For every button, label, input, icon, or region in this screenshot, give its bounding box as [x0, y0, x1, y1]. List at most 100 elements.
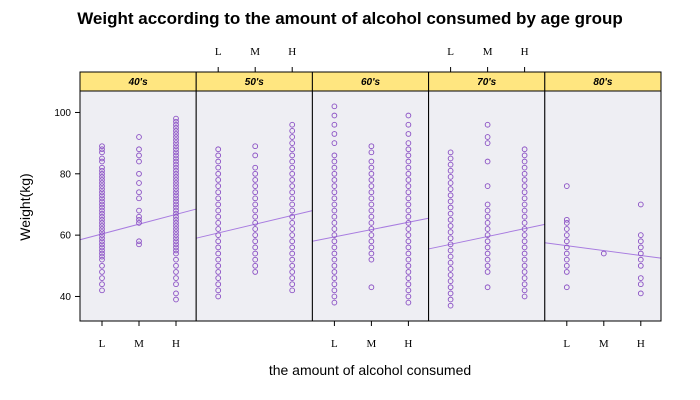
- data-point: [289, 281, 296, 288]
- data-point: [252, 262, 259, 269]
- data-point: [405, 158, 412, 165]
- data-point: [331, 250, 338, 257]
- data-point: [447, 235, 454, 242]
- y-tick-label: 40: [60, 292, 72, 303]
- data-point: [252, 256, 259, 263]
- data-point: [99, 164, 105, 171]
- data-point: [173, 177, 179, 183]
- data-point: [484, 158, 491, 165]
- data-point: [252, 177, 259, 183]
- data-point: [99, 174, 105, 180]
- data-point: [563, 269, 570, 275]
- data-point: [173, 262, 179, 269]
- y-tick-label: 80: [60, 169, 72, 180]
- data-point: [521, 269, 528, 275]
- data-point: [447, 253, 454, 260]
- data-point: [99, 177, 105, 183]
- data-point: [331, 195, 338, 202]
- data-point: [215, 226, 222, 232]
- data-point: [521, 213, 528, 220]
- data-point: [289, 244, 296, 251]
- data-point: [368, 183, 375, 189]
- data-point: [215, 281, 222, 288]
- data-point: [215, 207, 222, 214]
- data-point: [405, 232, 412, 238]
- data-point: [331, 112, 338, 119]
- data-point: [173, 164, 179, 171]
- data-point: [99, 226, 105, 232]
- data-point: [405, 244, 412, 251]
- data-point: [447, 241, 454, 248]
- data-point: [637, 201, 644, 208]
- data-point: [252, 220, 259, 226]
- data-point: [331, 293, 338, 300]
- data-point: [563, 250, 570, 257]
- data-point: [173, 192, 179, 199]
- data-point: [173, 198, 179, 205]
- data-point: [563, 244, 570, 251]
- chart-title: Weight according to the amount of alcoho…: [77, 9, 623, 28]
- data-point: [99, 247, 105, 254]
- data-point: [368, 256, 375, 263]
- data-point: [289, 140, 296, 146]
- strip-label: 60's: [361, 77, 381, 88]
- data-point: [99, 220, 105, 226]
- data-point: [289, 256, 296, 263]
- data-point: [173, 134, 179, 140]
- data-point: [637, 232, 644, 238]
- x-tick-label: M: [250, 46, 260, 58]
- panel-border: [544, 90, 662, 322]
- data-point: [368, 195, 375, 202]
- panel-3: 60's L M H: [311, 71, 430, 350]
- data-point: [289, 146, 296, 153]
- data-point: [136, 241, 142, 248]
- panel-background: [544, 91, 661, 321]
- data-point: [331, 226, 338, 232]
- data-point: [136, 220, 142, 226]
- data-point: [136, 146, 142, 153]
- data-point: [99, 201, 105, 208]
- data-point: [215, 293, 222, 300]
- data-point: [99, 250, 105, 257]
- data-point: [252, 250, 259, 257]
- data-point: [215, 201, 222, 208]
- data-point: [405, 112, 412, 119]
- data-point: [289, 213, 296, 220]
- data-point: [252, 244, 259, 251]
- data-point: [368, 164, 375, 171]
- data-point: [331, 220, 338, 226]
- data-point: [252, 213, 259, 220]
- data-point: [368, 149, 375, 156]
- data-point: [173, 244, 179, 251]
- data-point: [368, 158, 375, 165]
- data-point: [173, 241, 179, 248]
- data-point: [484, 220, 491, 226]
- data-point: [405, 121, 412, 128]
- y-axis-label: Weight(kg): [17, 173, 33, 240]
- trend-line: [312, 217, 429, 242]
- data-point: [405, 226, 412, 232]
- data-point: [173, 207, 179, 214]
- data-point: [331, 201, 338, 208]
- data-point: [405, 287, 412, 294]
- strip-label: 40's: [128, 77, 149, 88]
- data-point: [136, 195, 142, 202]
- data-point: [289, 275, 296, 281]
- data-point: [521, 293, 528, 300]
- data-point: [173, 128, 179, 134]
- data-point: [637, 262, 644, 269]
- data-point: [331, 170, 338, 177]
- data-point: [521, 207, 528, 214]
- data-point: [215, 238, 222, 245]
- data-point: [484, 256, 491, 263]
- data-point: [405, 164, 412, 171]
- data-point: [99, 210, 105, 217]
- data-point: [331, 158, 338, 165]
- data-point: [289, 262, 296, 269]
- data-point: [173, 124, 179, 131]
- data-point: [405, 177, 412, 183]
- data-point: [173, 131, 179, 137]
- data-point: [637, 281, 644, 288]
- data-point: [99, 167, 105, 174]
- data-point: [252, 269, 259, 275]
